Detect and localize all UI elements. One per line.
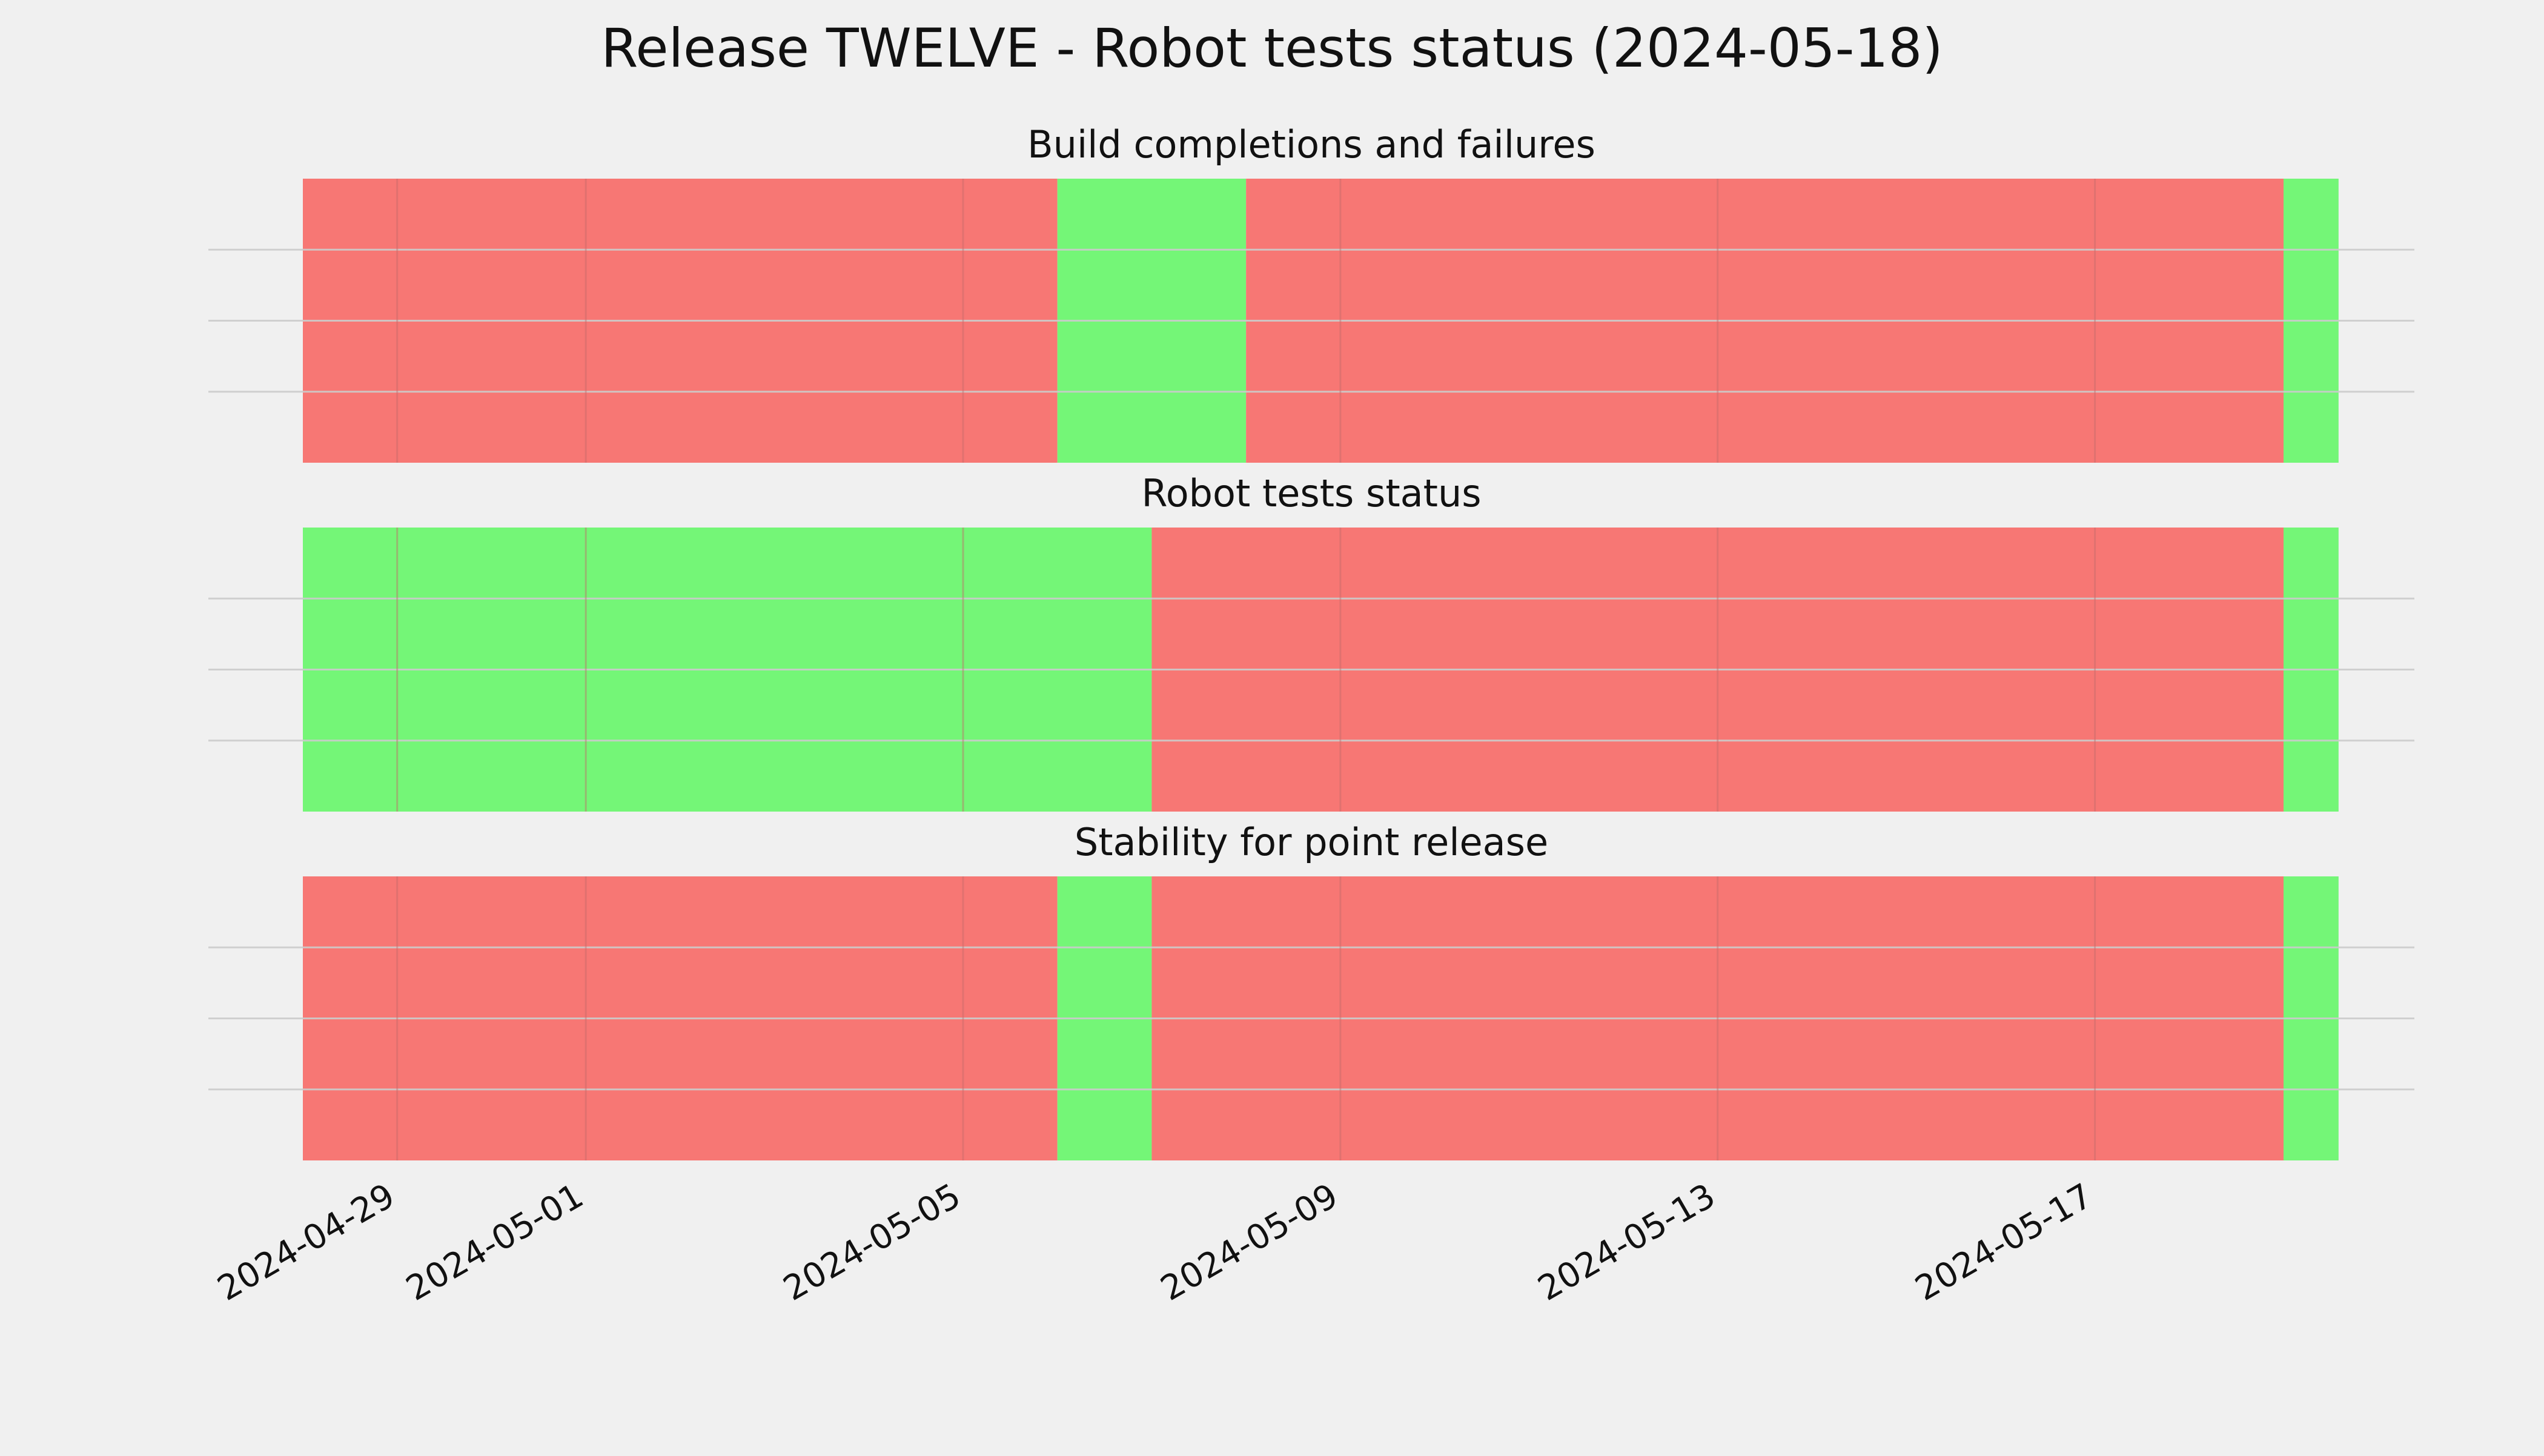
- panel-title: Stability for point release: [1075, 820, 1548, 864]
- panel-title: Build completions and failures: [1027, 122, 1595, 167]
- panel-2: Robot tests status: [208, 471, 2414, 812]
- panel-1: Build completions and failures: [208, 122, 2414, 463]
- panel-title: Robot tests status: [1141, 471, 1481, 515]
- panel-3: Stability for point release: [208, 820, 2414, 1160]
- figure-title: Release TWELVE - Robot tests status (202…: [601, 17, 1943, 79]
- panels-group: Build completions and failures Robot test…: [208, 122, 2414, 1160]
